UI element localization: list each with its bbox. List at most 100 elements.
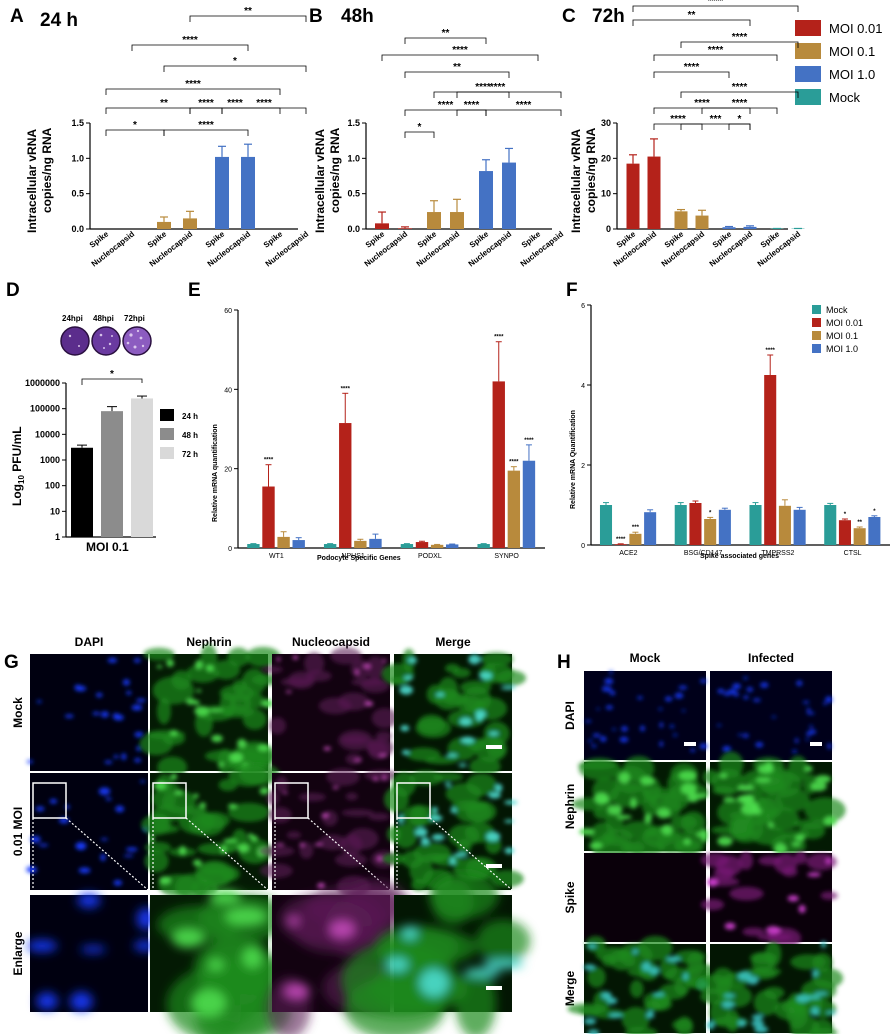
chart-e-sig-label: **** (341, 386, 351, 392)
chart-B-ytick-label: 0.0 (347, 224, 360, 234)
chart-A-sig-label: **** (198, 98, 214, 109)
chart-e-ytick-label: 20 (224, 467, 232, 474)
panel-letter-e: E (188, 280, 201, 301)
chart-f-legend-swatch (812, 305, 821, 314)
chart-C-bar (695, 215, 709, 229)
micrograph-signal (261, 647, 398, 765)
chart-C-bar (626, 163, 640, 229)
chart-A-ytick-label: 1.5 (71, 118, 84, 128)
chart-B-bar (502, 162, 516, 229)
chart-f-legend-swatch (812, 344, 821, 353)
panel-g-micrograph (26, 893, 156, 1012)
micrograph-signal (584, 670, 708, 753)
chart-d-ytick-label: 100000 (30, 404, 60, 414)
chart-a-ylabel: Intracellular vRNAcopies/ng RNA (25, 127, 54, 233)
chart-e-bar (400, 544, 414, 548)
chart-d-sig-bracket (81, 378, 143, 385)
chart-e-bar (492, 381, 505, 548)
chart-d-sig-label: * (110, 369, 114, 380)
micrograph-signal (341, 871, 531, 1034)
micrograph-background (584, 671, 706, 760)
chart-d-legend-swatch (160, 447, 174, 459)
chart-f-legend-label: MOI 0.1 (826, 331, 858, 341)
panel-g-row-header: 0.01 MOI (11, 807, 25, 856)
panel-h-micrograph (702, 751, 846, 857)
chart-A-sig-bracket (163, 129, 249, 136)
panel-g-row-header: Mock (11, 697, 25, 728)
chart-f-bar (674, 505, 687, 545)
chart-C-bar (722, 227, 736, 229)
chart-e-bar (369, 538, 382, 548)
panel-g-zoom-box (274, 782, 309, 819)
chart-B-sig-bracket (404, 71, 510, 78)
chart-B-bar (398, 228, 412, 229)
chart-C-bar (674, 211, 688, 229)
chart-e-ylabel: Relative mRNA quantification (212, 424, 219, 522)
chart-d-legend-swatch (160, 428, 174, 440)
chart-e-sig-label: **** (509, 460, 519, 466)
legend-abc: MOI 0.01 MOI 0.1 MOI 1.0 Mock (795, 20, 882, 105)
micrograph-signal (382, 770, 524, 891)
chart-f-bar (778, 505, 791, 545)
chart-f-bar (749, 505, 762, 545)
chart-e-bar (247, 544, 260, 548)
chart-f-bar (718, 509, 731, 545)
chart-d-legend-label: 48 h (182, 431, 198, 440)
chart-C-sig-label: ** (688, 10, 696, 21)
micrograph-signal (695, 940, 844, 1034)
panel-g-column-header: Nucleocapsid (292, 635, 370, 649)
micrograph-signal (26, 780, 150, 886)
chart-f-legend-label: Mock (826, 305, 848, 315)
panel-g-zoom-box (396, 782, 431, 819)
chart-d-bar (131, 398, 153, 537)
chart-B-sig-label: **** (490, 82, 506, 93)
chart-f-x-label: CTSL (844, 550, 862, 557)
chart-f-bar (764, 375, 777, 545)
legend-label-mock: Mock (829, 90, 861, 105)
chart-d-xlabel: MOI 0.1 (86, 540, 129, 554)
legend-label-moi10: MOI 1.0 (829, 67, 875, 82)
chart-e-ytick-label: 40 (224, 387, 232, 394)
chart-f-bar (838, 520, 851, 545)
chart-A-ytick-label: 1.0 (71, 153, 84, 163)
chart-B-sig-bracket (404, 131, 435, 138)
panel-g-column-header: Merge (435, 635, 471, 649)
chart-A-sig-label: ** (160, 98, 168, 109)
chart-f-bar (644, 512, 657, 545)
chart-C-sig-label: * (738, 114, 742, 125)
chart-A-sig-bracket (105, 88, 281, 95)
panel-g-micrograph (141, 763, 280, 901)
chart-b-title: 48h (341, 6, 374, 27)
chart-f-ytick-label: 2 (581, 463, 585, 470)
chart-B-sig-bracket (433, 91, 562, 98)
chart-C-sig-bracket (653, 54, 778, 61)
chart-B-sig-label: * (418, 122, 422, 133)
chart-C-sig-label: **** (684, 62, 700, 73)
micrograph-background (30, 895, 148, 1012)
chart-C-sig-bracket (632, 19, 751, 26)
chart-d-ytick-label: 10000 (35, 429, 60, 439)
micrograph-signal (716, 676, 833, 753)
chart-e-bar (262, 486, 275, 548)
panel-letter-a: A (10, 6, 24, 27)
chart-f-sig-label: * (844, 512, 847, 518)
chart-C-sig-bracket (653, 71, 730, 78)
chart-e-bar (430, 544, 444, 548)
chart-C-sig-label: **** (694, 98, 710, 109)
chart-C-sig-bracket (680, 41, 799, 48)
panel-h-row-header: DAPI (563, 701, 577, 730)
chart-B-sig-label: ** (453, 62, 461, 73)
chart-B-sig-label: **** (438, 100, 454, 111)
chart-f-sig-label: *** (632, 525, 640, 531)
micrograph-background (30, 773, 148, 890)
chart-f-bar (704, 519, 717, 545)
chart-b-ylabel: Intracellular vRNAcopies/ng RNA (313, 127, 342, 233)
chart-f-ytick-label: 4 (581, 383, 585, 390)
chart-d-ytick-label: 1 (55, 532, 60, 542)
legend-label-moi001: MOI 0.01 (829, 21, 882, 36)
chart-f-bar (824, 505, 837, 545)
chart-f-sig-label: ** (857, 520, 862, 526)
chart-A-ytick-label: 0.5 (71, 189, 84, 199)
panel-g-column-header: DAPI (75, 635, 104, 649)
panel-g-row-header: Enlarge (11, 931, 25, 975)
